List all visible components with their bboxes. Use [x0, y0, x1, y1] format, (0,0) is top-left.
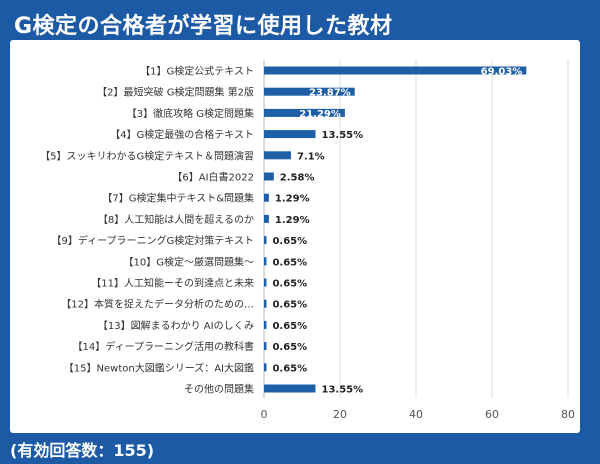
bar	[264, 384, 316, 393]
bar-value-label: 0.65%	[272, 236, 307, 247]
category-label: 【15】Newton大図鑑シリーズ：AI大図鑑	[64, 361, 254, 374]
bar-value-label: 1.29%	[275, 215, 310, 226]
bar	[264, 320, 267, 329]
category-label: 【10】G検定〜厳選問題集〜	[124, 255, 254, 268]
chart-title: G検定の合格者が学習に使用した教材	[14, 14, 393, 39]
bar-value-label: 2.58%	[280, 173, 315, 184]
value-labels: 69.03% 23.87% 21.29% 13.55% 7.1% 2.58% 1.29% 1.…	[272, 67, 522, 396]
response-count-note: (有効回答数：155)	[10, 441, 155, 460]
bar	[264, 342, 267, 351]
bar-value-label: 0.65%	[272, 321, 307, 332]
category-labels: 【1】G検定公式テキスト【2】最短突破 G検定問題集 第2版【3】徹底攻略 G検…	[40, 65, 254, 396]
bar	[264, 130, 316, 139]
bar	[264, 108, 345, 117]
bar	[264, 151, 291, 160]
bar-value-label: 0.65%	[272, 342, 307, 353]
category-label: 【11】人工知能ーその到達点と未来	[91, 277, 254, 290]
bar	[264, 257, 267, 266]
bar	[264, 66, 527, 75]
category-label: その他の問題集	[184, 383, 254, 396]
category-label: 【12】本質を捉えたデータ分析のための…	[61, 298, 254, 311]
x-tick-label: 60	[485, 408, 499, 421]
bar-value-label: 13.55%	[321, 385, 363, 396]
category-label: 【5】スッキリわかるG検定テキスト＆問題演習	[40, 149, 254, 162]
bar-value-label: 0.65%	[272, 257, 307, 268]
bar	[264, 172, 274, 181]
bar-value-label: 7.1%	[297, 151, 325, 162]
bar	[264, 363, 267, 372]
x-tick-label: 20	[333, 408, 347, 421]
bar	[264, 214, 269, 223]
bar	[264, 193, 269, 202]
category-label: 【1】G検定公式テキスト	[140, 65, 254, 78]
bar-value-label: 1.29%	[275, 194, 310, 205]
bar	[264, 299, 267, 308]
category-label: 【13】図解まるわかり AIのしくみ	[98, 319, 254, 332]
x-tick-label: 0	[261, 408, 268, 421]
category-label: 【6】AI白書2022	[172, 171, 254, 184]
bar-value-label: 23.87%	[309, 88, 351, 99]
bar-value-label: 0.65%	[272, 300, 307, 311]
bar	[264, 87, 355, 96]
category-label: 【2】最短突破 G検定問題集 第2版	[97, 86, 254, 99]
bar-value-label: 0.65%	[272, 363, 307, 374]
chart-panel: 【1】G検定公式テキスト【2】最短突破 G検定問題集 第2版【3】徹底攻略 G検…	[10, 40, 580, 433]
category-label: 【14】ディープラーニング活用の教科書	[73, 340, 254, 353]
category-label: 【4】G検定最強の合格テキスト	[110, 128, 254, 141]
category-label: 【7】G検定集中テキスト&問題集	[102, 192, 254, 205]
bar-value-label: 0.65%	[272, 279, 307, 290]
category-label: 【8】人工知能は人間を超えるのか	[98, 213, 254, 226]
bars	[264, 66, 527, 393]
x-tick-label: 40	[409, 408, 423, 421]
x-axis-ticks: 0 20 40 60 80	[261, 408, 576, 421]
category-label: 【3】徹底攻略 G検定問題集	[127, 107, 254, 120]
category-label: 【9】ディープラーニングG検定対策テキスト	[51, 234, 254, 247]
bar-value-label: 21.29%	[299, 109, 341, 120]
bar	[264, 236, 267, 245]
bar	[264, 278, 267, 287]
x-tick-label: 80	[561, 408, 575, 421]
bar-value-label: 69.03%	[481, 67, 523, 78]
bar-value-label: 13.55%	[321, 130, 363, 141]
bar-chart: 【1】G検定公式テキスト【2】最短突破 G検定問題集 第2版【3】徹底攻略 G検…	[40, 60, 576, 421]
